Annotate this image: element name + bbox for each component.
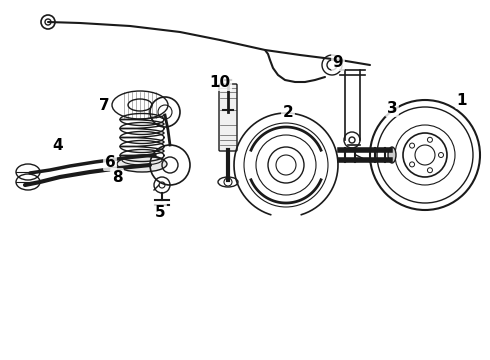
Ellipse shape [117, 156, 167, 172]
FancyBboxPatch shape [219, 84, 237, 151]
Text: 3: 3 [387, 100, 397, 116]
Text: 6: 6 [105, 154, 115, 170]
Text: 9: 9 [333, 54, 343, 69]
Text: 10: 10 [209, 75, 231, 90]
Text: 8: 8 [112, 170, 122, 185]
Text: 1: 1 [457, 93, 467, 108]
Text: 5: 5 [155, 204, 165, 220]
Text: 7: 7 [98, 98, 109, 112]
Text: 2: 2 [283, 104, 294, 120]
Text: 4: 4 [53, 138, 63, 153]
Ellipse shape [388, 147, 396, 163]
